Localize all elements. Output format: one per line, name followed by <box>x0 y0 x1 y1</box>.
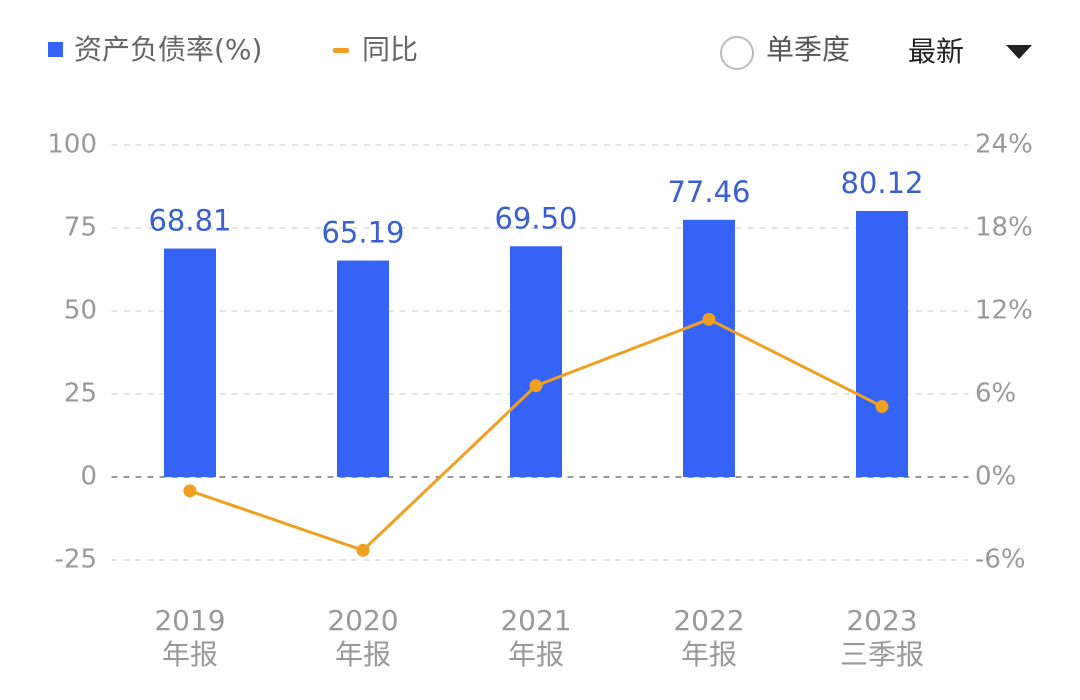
value-label: 69.50 <box>494 201 577 235</box>
y-tick-label: 100 <box>47 130 97 160</box>
dropdown-arrow[interactable] <box>1006 45 1032 59</box>
y-tick-label: 25 <box>64 379 97 409</box>
legend-label: 资产负债率(%) <box>74 33 262 66</box>
value-label: 80.12 <box>840 166 923 200</box>
value-label: 68.81 <box>148 204 231 238</box>
x-tick-label: 2022 <box>673 604 744 637</box>
y-tick-label: -25 <box>55 545 97 575</box>
bar <box>683 219 735 477</box>
bar <box>856 211 908 478</box>
x-tick-label: 年报 <box>681 638 737 671</box>
value-label: 65.19 <box>321 216 404 250</box>
sort-dropdown[interactable]: 最新 <box>908 35 1032 68</box>
x-tick-label: 2023 <box>846 604 917 637</box>
y2-tick-label: -6% <box>975 545 1026 575</box>
x-tick-label: 年报 <box>335 638 391 671</box>
x-tick-label: 年报 <box>162 638 218 671</box>
bar <box>510 246 562 477</box>
x-tick-label: 2021 <box>500 604 571 637</box>
line-point <box>875 399 889 413</box>
line-point <box>529 379 543 393</box>
x-tick-label: 三季报 <box>840 638 924 671</box>
line-point <box>356 543 370 557</box>
y2-tick-label: 18% <box>975 213 1033 243</box>
line-point <box>183 484 197 498</box>
legend-swatch <box>333 48 349 53</box>
y2-tick-label: 6% <box>975 379 1016 409</box>
y2-tick-label: 12% <box>975 296 1033 326</box>
y-tick-label: 75 <box>64 213 97 243</box>
single-quarter-toggle[interactable]: 单季度 <box>720 33 850 70</box>
x-tick-label: 年报 <box>508 638 564 671</box>
value-label: 77.46 <box>667 175 750 209</box>
y-tick-label: 0 <box>80 462 97 492</box>
y2-tick-label: 24% <box>975 130 1033 160</box>
radio[interactable] <box>720 36 754 70</box>
bar <box>164 248 216 477</box>
x-tick-label: 2020 <box>327 604 398 637</box>
bar <box>337 260 389 477</box>
x-tick-label: 2019 <box>154 604 225 637</box>
line-point <box>702 312 716 326</box>
y-tick-label: 50 <box>64 296 97 326</box>
dropdown-label[interactable]: 最新 <box>908 35 964 68</box>
y2-tick-label: 0% <box>975 462 1016 492</box>
legend-label: 同比 <box>362 33 418 66</box>
toggle-label[interactable]: 单季度 <box>766 33 850 66</box>
legend-swatch <box>48 42 63 57</box>
